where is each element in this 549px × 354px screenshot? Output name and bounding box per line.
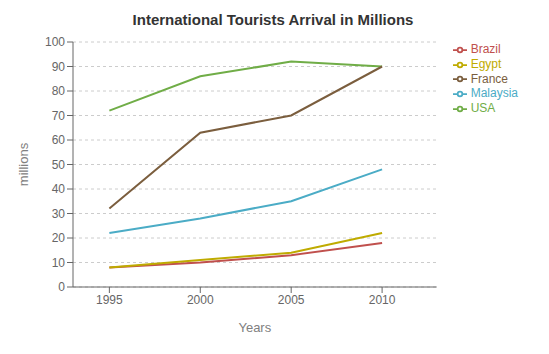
- svg-text:2010: 2010: [369, 293, 396, 307]
- svg-text:70: 70: [52, 109, 66, 123]
- html-text:International Tourists Arrival: International Tourists Arrival in Millio…: [132, 11, 414, 28]
- svg-text:10: 10: [52, 256, 66, 270]
- svg-text:90: 90: [52, 60, 66, 74]
- html-text:Malaysia: Malaysia: [470, 86, 518, 101]
- svg-text:40: 40: [52, 182, 66, 196]
- svg-text:100: 100: [45, 35, 65, 49]
- svg-text:80: 80: [52, 84, 66, 98]
- svg-text:1995: 1995: [96, 293, 123, 307]
- html-text:USA: USA: [470, 101, 496, 116]
- svg-text:60: 60: [52, 133, 66, 147]
- svg-text:0: 0: [58, 280, 65, 294]
- svg-text:50: 50: [52, 158, 66, 172]
- svg-text:30: 30: [52, 207, 66, 221]
- svg-text:20: 20: [52, 231, 66, 245]
- html-text:Egypt: Egypt: [470, 56, 502, 71]
- svg-text:2000: 2000: [187, 293, 214, 307]
- svg-text:Years: Years: [238, 320, 271, 335]
- html-text:Brazil: Brazil: [470, 42, 501, 56]
- svg-text:2005: 2005: [278, 293, 305, 307]
- html-text:France: France: [470, 71, 508, 86]
- svg-text:millions: millions: [16, 142, 31, 186]
